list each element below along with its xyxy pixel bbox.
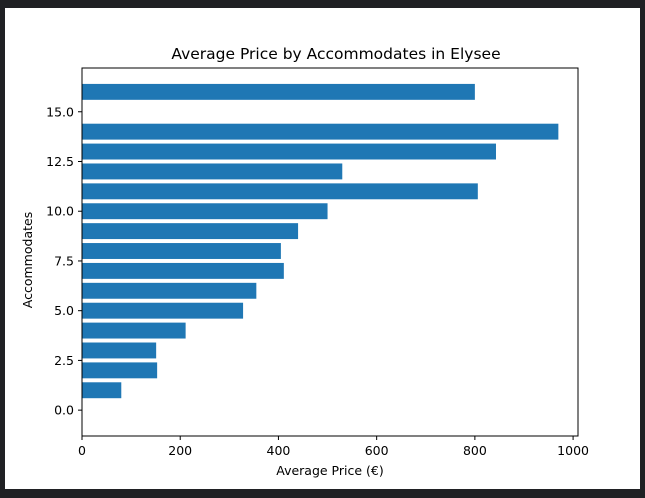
x-tick-label: 1000 <box>557 443 589 458</box>
bar-accommodates-7 <box>82 262 284 279</box>
y-tick-label: 10.0 <box>46 204 74 219</box>
bar-accommodates-5 <box>82 302 244 319</box>
x-tick-label: 600 <box>365 443 389 458</box>
bar-accommodates-10 <box>82 203 328 220</box>
bar-accommodates-8 <box>82 243 281 259</box>
y-tick-label: 0.0 <box>54 403 74 418</box>
bar-accommodates-4 <box>82 322 186 339</box>
bar-accommodates-2 <box>82 362 158 379</box>
x-tick-label: 400 <box>267 443 291 458</box>
bar-accommodates-6 <box>82 282 257 299</box>
bar-accommodates-9 <box>82 223 299 240</box>
x-tick-label: 200 <box>168 443 192 458</box>
plot-frame <box>81 67 579 437</box>
bar-accommodates-14 <box>82 123 559 140</box>
y-tick-label: 15.0 <box>46 104 74 119</box>
y-tick-label: 7.5 <box>54 253 74 268</box>
chart-canvas: Average Price by Accommodates in Elysee … <box>5 8 640 489</box>
y-tick-label: 12.5 <box>46 154 74 169</box>
y-axis-ticks: 0.0 2.5 5.0 7.5 10.0 12.5 15.0 <box>46 104 82 418</box>
bar-accommodates-1 <box>82 382 122 399</box>
chart-title: Average Price by Accommodates in Elysee <box>171 45 500 63</box>
x-tick-label: 800 <box>463 443 487 458</box>
x-tick-label: 0 <box>78 443 86 458</box>
y-tick-label: 5.0 <box>54 303 74 318</box>
bar-accommodates-13 <box>82 143 496 160</box>
bars-group <box>82 83 559 399</box>
bar-accommodates-12 <box>82 163 343 180</box>
bar-accommodates-3 <box>82 342 157 359</box>
x-axis-label: Average Price (€) <box>276 463 383 478</box>
y-axis-label: Accommodates <box>20 212 35 308</box>
bar-accommodates-11 <box>82 183 478 200</box>
y-tick-label: 2.5 <box>54 353 74 368</box>
bar-chart: Average Price by Accommodates in Elysee … <box>20 45 589 478</box>
bar-accommodates-16 <box>82 83 475 100</box>
x-axis-ticks: 0 200 400 600 800 1000 <box>78 436 589 458</box>
